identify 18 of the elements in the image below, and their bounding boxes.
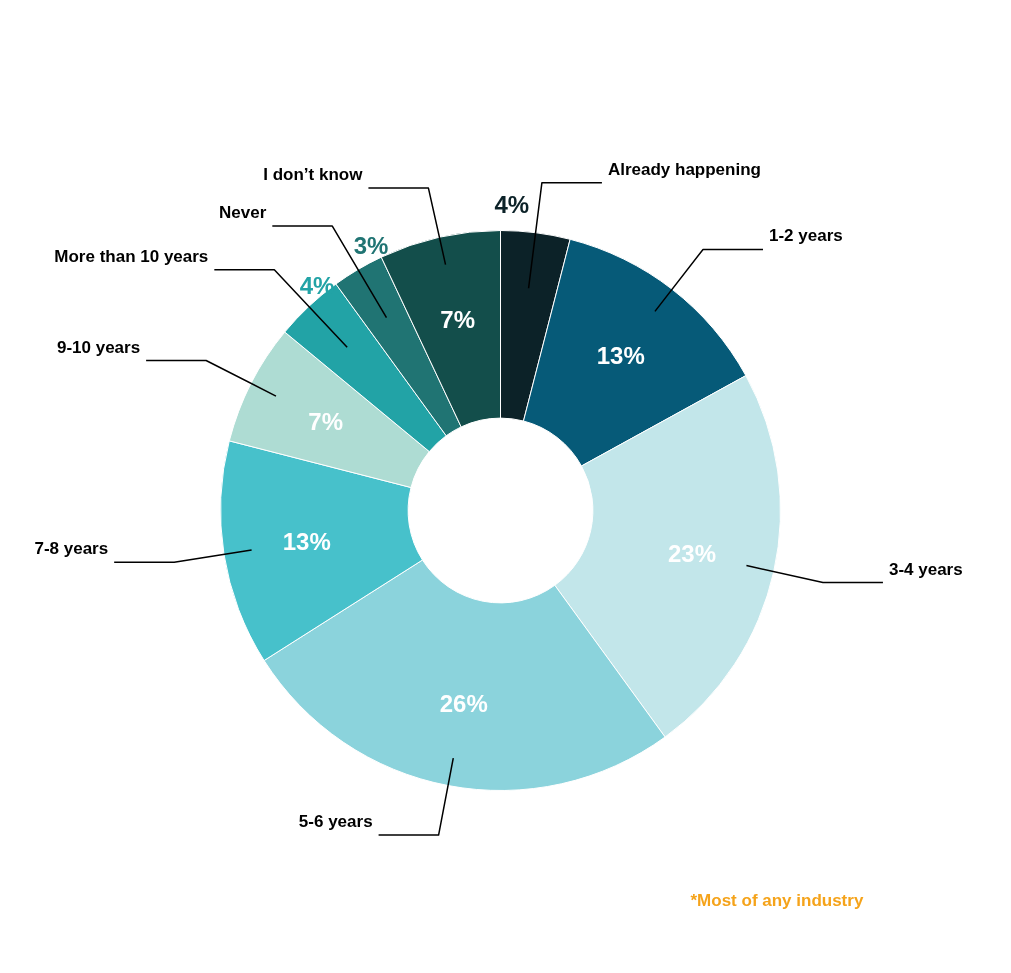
- slice-label: 9-10 years: [56, 337, 141, 357]
- data-label: 4%: [494, 191, 530, 219]
- data-label: 23%: [667, 539, 716, 567]
- data-label: 26%: [439, 689, 488, 717]
- data-label: 13%: [282, 527, 331, 555]
- data-label: 13%: [596, 341, 645, 369]
- data-label: 3%: [353, 231, 389, 259]
- slice-label: 5-6 years: [298, 812, 373, 832]
- text: *Most of any industry: [690, 891, 864, 910]
- slice-label: More than 10 years: [54, 246, 209, 266]
- slice-label: Already happening: [607, 159, 761, 179]
- slice-label: 1-2 years: [769, 226, 843, 246]
- slice-label: I don’t know: [263, 165, 364, 185]
- data-label: 7%: [440, 305, 476, 333]
- slice-label: 7-8 years: [34, 539, 109, 559]
- data-label: 7%: [308, 407, 344, 435]
- slice-label: Never: [219, 203, 267, 223]
- slice-label: 3-4 years: [888, 559, 963, 579]
